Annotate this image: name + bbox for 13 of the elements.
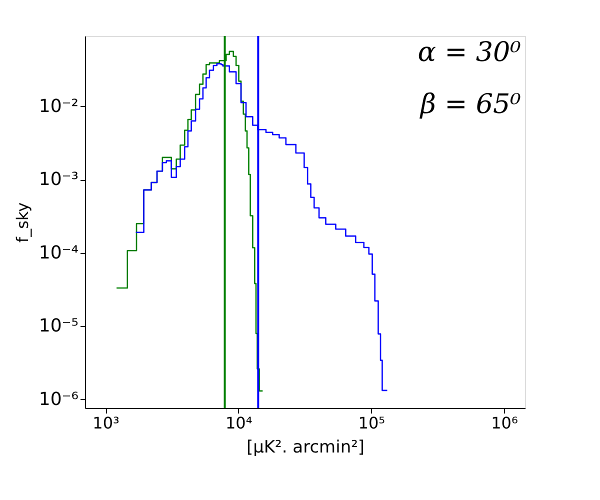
y-tick-label: 10⁻⁶ [38,388,78,410]
x-tick-label: 10³ [92,414,120,432]
y-tick-label: 10⁻⁵ [38,316,78,337]
x-axis-title: [μK². arcmin²] [246,438,365,458]
annotation: β = 65⁰ [419,89,522,120]
y-tick-label: 10⁻³ [38,169,78,190]
y-tick-label: 10⁻⁴ [38,242,78,264]
x-tick-label: 10⁶ [491,414,518,432]
y-tick-label: 10⁻² [38,96,78,117]
x-tick-label: 10⁴ [225,414,252,432]
y-axis-title: f_sky [12,202,32,243]
x-tick-label: 10⁵ [358,414,386,432]
annotation: α = 30⁰ [418,37,522,68]
